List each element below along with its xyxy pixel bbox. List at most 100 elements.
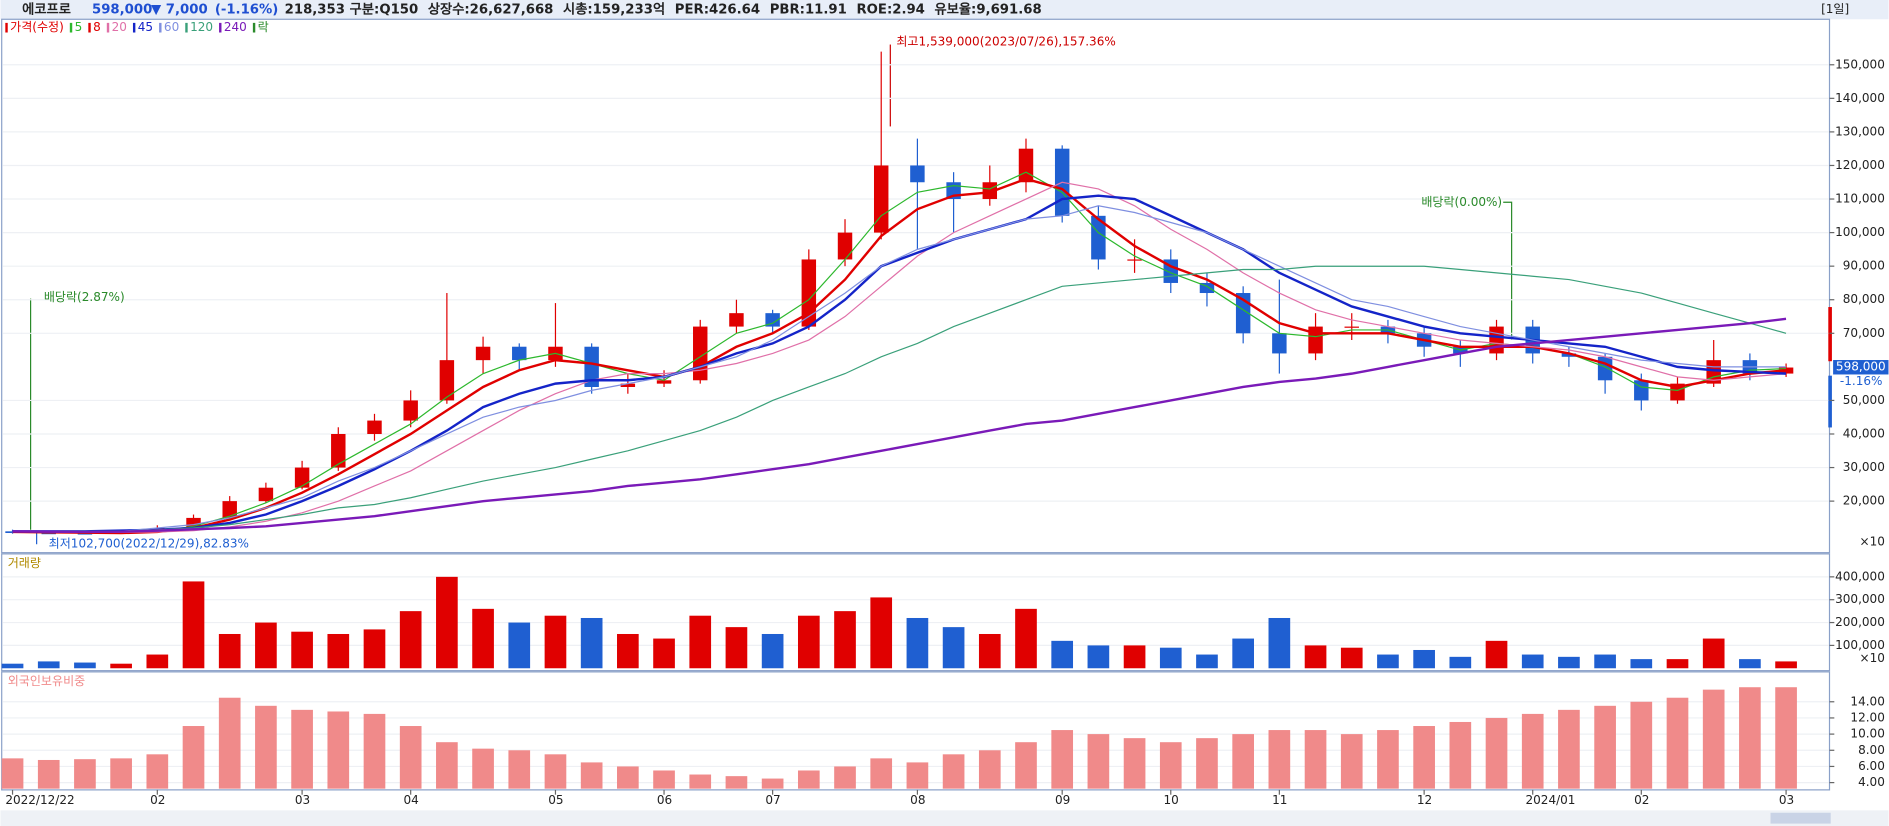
bar [834, 611, 856, 669]
legend-swatch [88, 22, 91, 33]
candle-body [1018, 148, 1034, 183]
bar [37, 661, 60, 669]
legend-entry: 240 [224, 20, 247, 34]
candle-body [1272, 333, 1287, 354]
candle-body [258, 487, 274, 502]
bar [182, 726, 205, 789]
bar [255, 622, 277, 669]
legend-entry: 5 [75, 20, 83, 34]
bar [1702, 689, 1725, 789]
bar [1232, 734, 1254, 789]
candle-body [41, 533, 56, 535]
candle-body [873, 165, 889, 233]
bar [146, 754, 169, 789]
y-tick-label: 12.00 [1850, 710, 1884, 724]
stock-volume: 218,353 [285, 3, 345, 18]
y-tick-label: 70,000 [1843, 326, 1885, 340]
legend-entry: 60 [164, 20, 179, 34]
period[interactable]: [1일] [1821, 2, 1849, 16]
candle-body [1489, 326, 1504, 354]
candle-body [1308, 326, 1323, 354]
price-range-down [1828, 375, 1832, 428]
bar [580, 762, 603, 789]
unit-note: ×10 [1859, 651, 1884, 665]
legend-entry: 120 [190, 20, 213, 34]
bar [1739, 659, 1761, 669]
header-bar [0, 0, 1889, 20]
bar [255, 705, 277, 789]
candle-body [656, 380, 672, 384]
candle-body [982, 182, 998, 200]
bar [1268, 730, 1291, 789]
stock-info: 상장수:26,627,668 [428, 1, 554, 18]
stock-change: ▼ 7,000 [151, 3, 208, 18]
legend-swatch [5, 22, 8, 33]
bar [1123, 645, 1146, 669]
candle-body [331, 433, 346, 468]
bar [1775, 661, 1797, 669]
y-tick-label: 90,000 [1843, 259, 1885, 273]
x-tick-label: 02 [1634, 793, 1649, 807]
stock-info: PER:426.64 [675, 3, 760, 18]
bar [1775, 687, 1797, 789]
y-tick-label: 110,000 [1835, 192, 1885, 206]
y-tick-label: 200,000 [1835, 615, 1885, 629]
bar [1521, 713, 1544, 789]
legend-swatch [69, 22, 73, 33]
bar [1159, 742, 1182, 789]
x-tick-label: 03 [295, 793, 310, 807]
y-tick-label: 100,000 [1835, 638, 1885, 652]
stock-price: 598,000 [92, 3, 152, 18]
scroll-thumb[interactable] [1770, 812, 1831, 824]
volume-panel [1, 553, 1831, 672]
stock-info: PBR:11.91 [770, 3, 847, 18]
bar [1630, 701, 1653, 789]
bar [399, 611, 422, 669]
change-tag-label: -1.16% [1840, 374, 1883, 388]
panel-title: 외국인보유비중 [8, 674, 85, 688]
bar [218, 697, 241, 789]
bar [1449, 721, 1472, 789]
bar [508, 750, 531, 789]
bar [1015, 742, 1037, 789]
y-tick-label: 4.00 [1858, 775, 1885, 789]
bar [1558, 709, 1580, 789]
bar [110, 758, 132, 789]
annotation: 배당락(2.87%) [44, 290, 125, 304]
bar [761, 633, 784, 669]
bar [1449, 656, 1472, 669]
bar [37, 759, 60, 789]
stock-info: 시총:159,233억 [563, 2, 665, 18]
bar [942, 754, 965, 789]
moving-average [12, 194, 1787, 533]
scrollbar[interactable] [0, 810, 1889, 826]
legend-swatch [185, 22, 188, 33]
bar [1702, 638, 1725, 669]
candle-body [1778, 367, 1794, 374]
price-panel [1, 18, 1831, 554]
bar [1340, 647, 1363, 669]
candle-body [1091, 215, 1106, 260]
bar [1159, 647, 1182, 669]
stock-info: ROE:2.94 [856, 3, 924, 18]
candle-body [77, 533, 93, 535]
bar [1666, 659, 1689, 669]
stock-info: 유보율:9,691.68 [935, 1, 1042, 18]
bar [1123, 738, 1146, 789]
dividend-pointer [1503, 201, 1513, 340]
bar [1558, 656, 1580, 669]
bar [1340, 734, 1363, 789]
bar [1413, 649, 1435, 669]
moving-average [12, 205, 1787, 532]
bar [617, 633, 639, 669]
x-tick-label: 07 [765, 793, 780, 807]
bar [1087, 734, 1110, 789]
annotation: 배당락(0.00%) [1421, 195, 1502, 209]
bar [906, 617, 929, 669]
bar [906, 762, 929, 789]
bar [1232, 638, 1254, 669]
legend-entry: 45 [138, 20, 153, 34]
y-tick-label: 40,000 [1843, 426, 1885, 440]
